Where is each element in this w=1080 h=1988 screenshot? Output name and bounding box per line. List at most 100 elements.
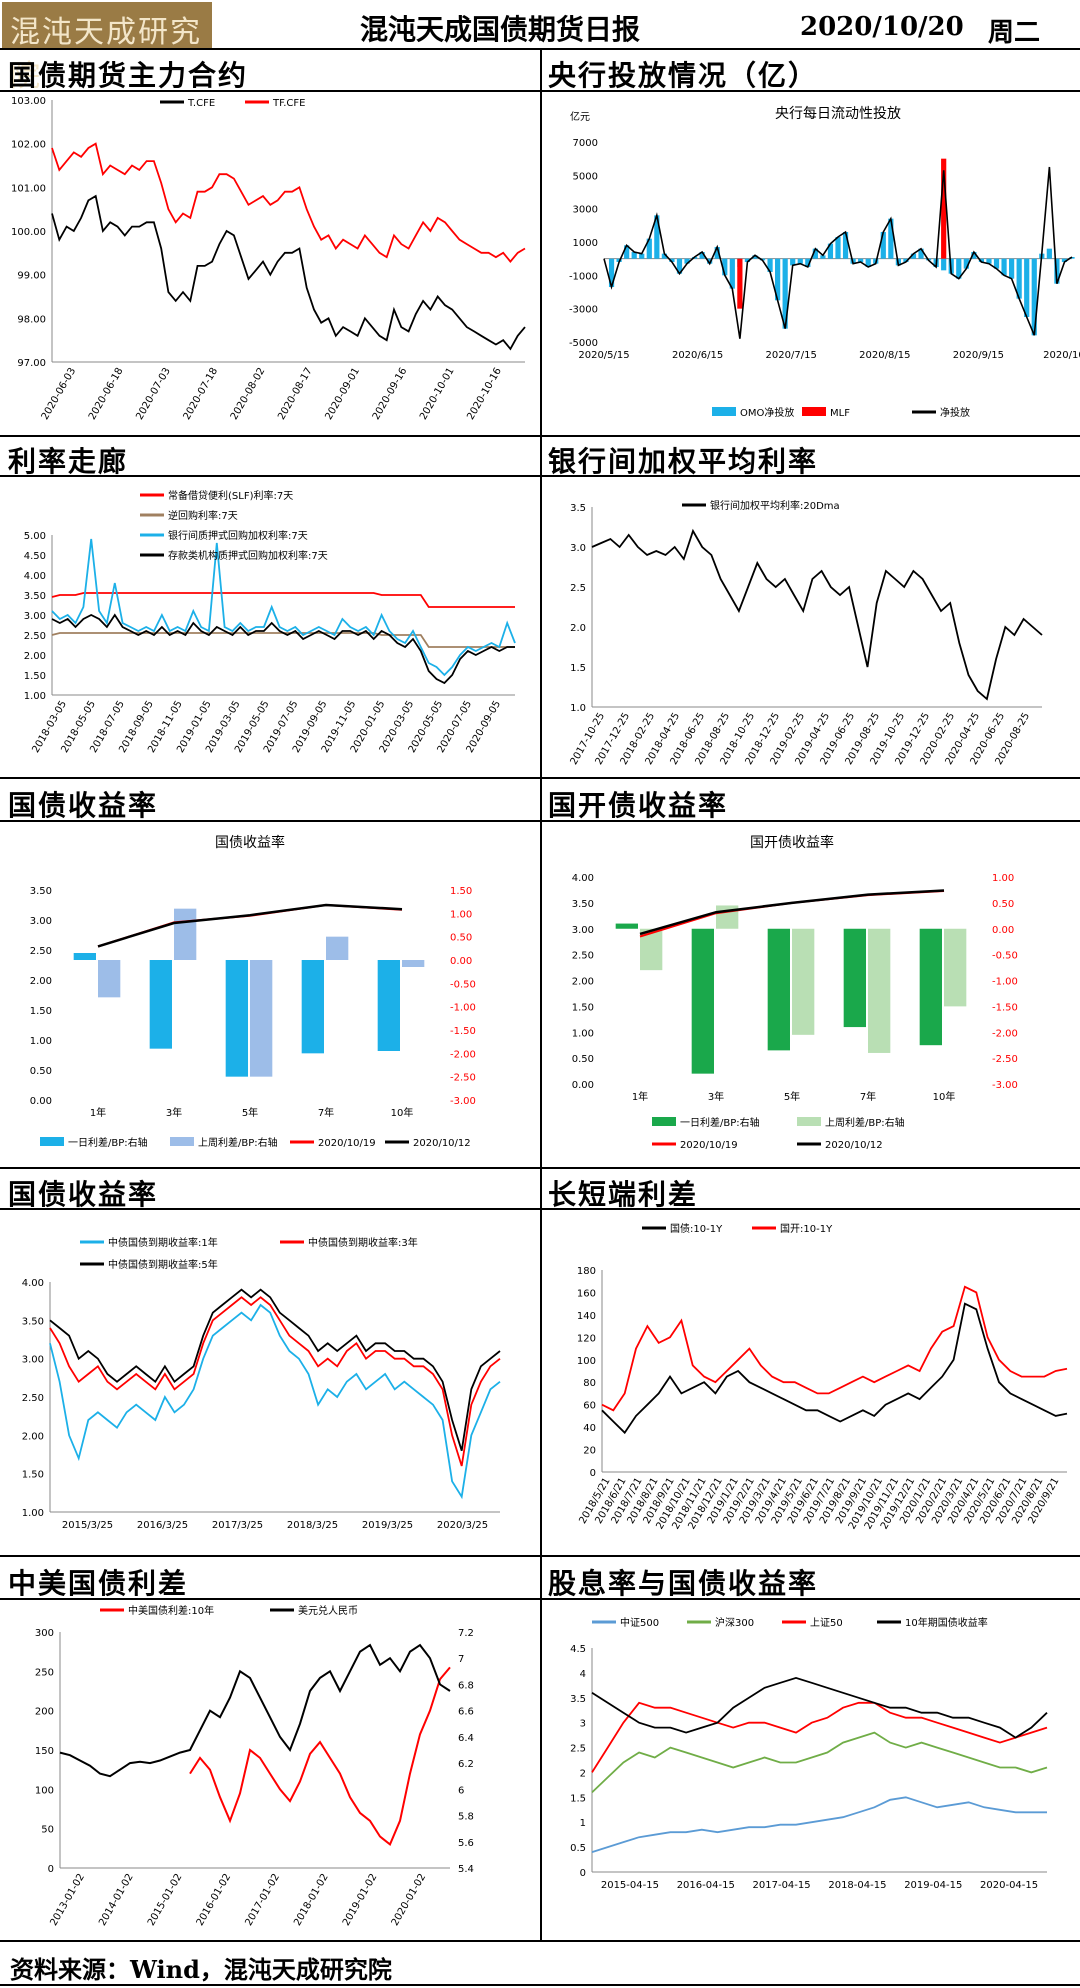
bar <box>1061 258 1068 262</box>
y-tick-label-right: 0.00 <box>450 956 472 967</box>
bar <box>971 252 977 259</box>
x-tick-label: 2020/9/15 <box>953 350 1004 361</box>
y-tick-label: 4.5 <box>570 1644 586 1655</box>
y-tick-label-left: 2.50 <box>30 946 52 957</box>
y-tick-label-right: -1.50 <box>450 1026 476 1037</box>
y-tick-label-right: 1.00 <box>992 873 1014 884</box>
chart-cn-us-spread: 0 50 100 150 200 250 300 5.4 5.6 5.8 6 6.2 6.4 6.6 6.8… <box>0 1600 538 1938</box>
chart-corridor: 1.00 1.50 2.00 2.50 3.00 3.50 4.00 4.50 5.00 2018… <box>0 477 538 775</box>
y-tick-label-left: 0.50 <box>30 1066 52 1077</box>
x-tick-label: 2015-04-15 <box>601 1880 659 1891</box>
bar <box>654 215 660 259</box>
y-tick-label-right: 6.6 <box>458 1707 474 1718</box>
y-tick-label: 97.00 <box>17 358 46 369</box>
series-line <box>639 889 945 936</box>
y-tick-label-right: 5.4 <box>458 1864 474 1875</box>
y-tick-label-right: -1.00 <box>992 977 1018 988</box>
chart-treasury-yield: 国债收益率 0.00 0.50 1.00 1.50 2.00 2.50 3.00 3.50 -3.… <box>0 822 538 1166</box>
chart-title: 央行每日流动性投放 <box>775 106 901 122</box>
series-line <box>591 1731 1048 1794</box>
y-tick-label: 160 <box>577 1288 596 1299</box>
legend-swatch <box>170 1137 194 1146</box>
y-tick-label: 7000 <box>573 138 598 149</box>
legend-label: 上周利差/BP:右轴 <box>198 1136 278 1149</box>
y-tick-label-left: 3.00 <box>30 916 52 927</box>
section-title-cdb-yield: 国开债收益率 <box>548 789 729 822</box>
bar <box>250 960 273 1077</box>
y-tick-label: 3.00 <box>22 1355 44 1366</box>
x-tick-label: 2020-08-02 <box>229 366 268 422</box>
bar <box>640 928 663 971</box>
x-tick-label: 2020-09-16 <box>371 366 410 422</box>
bar <box>639 253 645 259</box>
y-tick-label: 20 <box>583 1446 596 1457</box>
legend-label: 美元兑人民币 <box>298 1604 358 1617</box>
series-line <box>601 1302 1068 1435</box>
legend-swatch <box>802 407 826 416</box>
bar <box>812 248 818 259</box>
series-line <box>49 1296 501 1467</box>
y-tick-label: 99.00 <box>17 271 46 282</box>
y-tick-label: 4.00 <box>24 571 46 582</box>
bar <box>941 158 947 259</box>
bar <box>301 960 324 1054</box>
series-line <box>49 1288 501 1451</box>
x-tick-label: 2020/10/15 <box>1043 350 1080 361</box>
bar <box>918 248 924 259</box>
divider <box>0 1940 1080 1942</box>
y-tick-label: 98.00 <box>17 314 46 325</box>
y-tick-label: 102.00 <box>11 140 46 151</box>
bar <box>792 928 815 1035</box>
bar <box>377 960 400 1051</box>
y-tick-label-right: 7 <box>458 1654 464 1665</box>
section-title-treasury-yield-ts: 国债收益率 <box>8 1178 159 1211</box>
y-tick-label-right: -0.50 <box>450 979 476 990</box>
bar <box>98 960 121 998</box>
section-title-futures: 国债期货主力合约 <box>8 59 249 92</box>
y-tick-label-left: 0.00 <box>30 1096 52 1107</box>
y-tick-label: 60 <box>583 1401 596 1412</box>
y-tick-label-right: -3.00 <box>992 1080 1018 1091</box>
legend-label: 中债国债到期收益率:3年 <box>308 1236 418 1249</box>
legend-label: 中证500 <box>620 1616 659 1629</box>
y-tick-label: -5000 <box>569 338 598 349</box>
section-title-dividend: 股息率与国债收益率 <box>548 1567 819 1600</box>
series-line <box>51 194 526 351</box>
bar <box>699 252 705 259</box>
y-tick-label-right: -0.50 <box>992 951 1018 962</box>
bar <box>842 232 849 259</box>
y-tick-label-right: 6 <box>458 1785 464 1796</box>
bar <box>1009 258 1015 279</box>
y-tick-label: 0.5 <box>570 1843 586 1854</box>
legend-label: 10年期国债收益率 <box>905 1616 988 1629</box>
series-line <box>603 166 1073 339</box>
x-tick-label: 7年 <box>860 1090 876 1103</box>
y-tick-label-right: 5.6 <box>458 1838 474 1849</box>
bar <box>782 258 788 329</box>
y-tick-label: 0 <box>590 1468 596 1479</box>
bar <box>691 928 714 1074</box>
y-tick-label-left: 0 <box>48 1864 54 1875</box>
y-tick-label-right: 1.00 <box>450 909 472 920</box>
bar <box>402 960 425 967</box>
bar <box>722 258 728 276</box>
x-tick-label: 2015-01-02 <box>146 1872 185 1928</box>
x-tick-label: 2017-04-15 <box>753 1880 811 1891</box>
y-tick-label-right: -2.50 <box>992 1054 1018 1065</box>
y-tick-label-right: -2.00 <box>450 1049 476 1060</box>
x-tick-label: 5年 <box>242 1106 258 1119</box>
legend-label: 一日利差/BP:右轴 <box>68 1136 148 1149</box>
legend-label: 国开:10-1Y <box>780 1223 833 1235</box>
series-line <box>591 528 1043 701</box>
bar <box>963 258 969 269</box>
bar <box>865 258 871 267</box>
series-line <box>591 1796 1047 1853</box>
report-title: 混沌天成国债期货日报 <box>360 13 641 46</box>
bar <box>805 258 811 267</box>
y-tick-label: 100.00 <box>11 227 46 238</box>
y-tick-label: 100 <box>577 1356 596 1367</box>
bar <box>676 258 683 274</box>
bar <box>835 237 841 259</box>
y-tick-label-right: -1.50 <box>992 1002 1018 1013</box>
bar <box>1001 258 1007 276</box>
